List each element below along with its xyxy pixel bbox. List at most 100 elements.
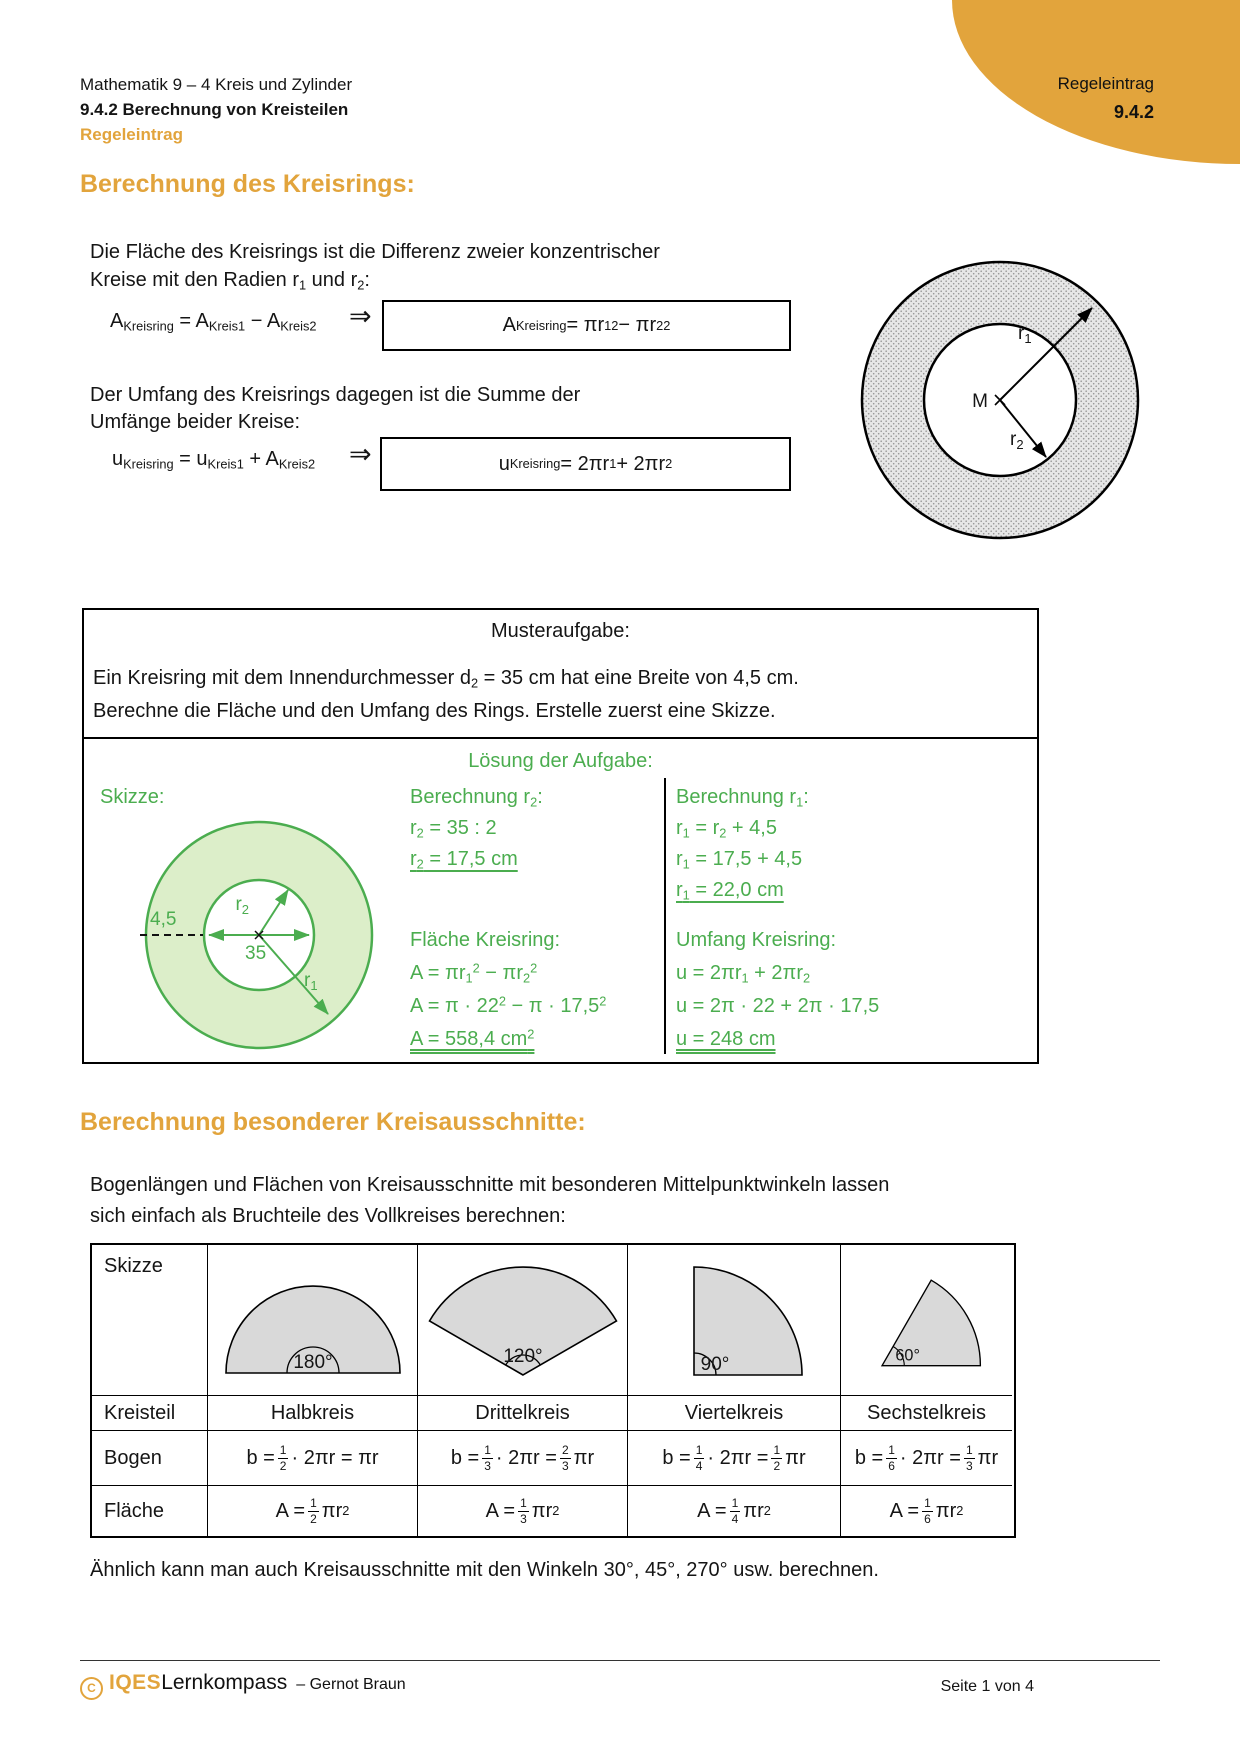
column-separator [664,778,666,1054]
solution-col-r1: Berechnung r1: r1 = r2 + 4,5 r1 = 17,5 +… [676,782,809,906]
table-row-label: Skizze [104,1255,163,1277]
ring-width-label: 4,5 [150,909,176,930]
formula-area-box: A Kreisring = πr 1 2 − πr 2 2 [382,300,791,351]
sector-sketch-drittelkreis: 120° [417,1245,627,1395]
solution-result: u = 248 cm [676,1028,776,1050]
center-marker [994,394,1006,406]
footer-brand-lernkompass: Lernkompass [161,1671,288,1694]
section2-paragraph: Bogenlängen und Flächen von Kreisausschn… [90,1170,889,1232]
formula-umfang-left: uKreisring = uKreis1 + AKreis2 [112,448,316,472]
halbkreis-drawing: 180° [224,1285,401,1374]
r1-label: r1 [1018,323,1032,346]
solution-result: r1 = 22,0 cm [676,879,784,903]
box-divider [84,737,1037,739]
r2-label: r2 [1010,429,1024,452]
paragraph-line: Der Umfang des Kreisrings dagegen ist di… [90,384,581,406]
footer-author: – Gernot Braun [296,1676,406,1693]
center-label: M [972,391,988,412]
solution-line: r1 = r2 + 4,5 [676,817,777,841]
sector-sketch-sechstelkreis: 60° [840,1245,1012,1395]
corner-badge-number: 9.4.2 [1113,102,1154,122]
r1-arrow [999,307,1093,401]
corner-badge: Regeleintrag 9.4.2 [1058,74,1154,123]
footer-rule [80,1660,1160,1661]
formula-area-left: AKreisring = AKreis1 − AKreis2 [110,310,317,334]
solution-line: Fläche Kreisring: [410,929,561,951]
kreisring-sketch: 4,5 35 r2 r1 [140,820,374,1050]
section2-note: Ähnlich kann man auch Kreisausschnitte m… [90,1559,879,1581]
sketch-label: Skizze: [100,786,165,808]
section1-paragraph2: Der Umfang des Kreisrings dagegen ist di… [90,382,580,436]
corner-badge-label: Regeleintrag [1057,74,1154,93]
sketch-r2-label: r2 [235,894,249,917]
solution-line: A = πr12 − πr22 [410,960,538,986]
solution-result: r2 = 17,5 cm [410,848,518,872]
table-row-label: Kreisteil [92,1395,207,1430]
footer-brand-iqes: IQES [109,1671,162,1694]
sechstelkreis-drawing: 60° [880,1279,982,1367]
solution-line: u = 2πr1 + 2πr2 [676,962,811,986]
sector-sketch-viertelkreis: 90° [627,1245,840,1395]
kreisteil-name: Drittelkreis [417,1395,627,1430]
kreisteil-name: Sechstelkreis [840,1395,1012,1430]
solution-line: Umfang Kreisring: [676,929,837,951]
header-topic: 9.4.2 Berechnung von Kreisteilen [80,100,349,119]
page-indicator: Seite 1 von 4 [940,1678,1034,1695]
copyright-icon: C [80,1676,103,1700]
solution-line: Berechnung r1: [676,786,809,810]
table-row-label: Bogen [92,1430,207,1485]
solution-line: Berechnung r2: [410,786,543,810]
footer: C IQES Lernkompass – Gernot Braun [80,1671,406,1700]
implies-arrow-icon: ⇒ [349,439,372,469]
kreisteile-table: Skizze 180° 120° 90° [90,1243,1016,1538]
solution-line: u = 2π · 22 + 2π · 17,5 [676,995,880,1017]
paragraph-line: Die Fläche des Kreisrings ist die Differ… [90,241,660,263]
angle-label: 90° [701,1354,730,1375]
muster-task: Ein Kreisring mit dem Innendurchmesser d… [93,662,799,728]
sketch-center-marker [254,930,264,940]
paragraph-line: Bogenlängen und Flächen von Kreisausschn… [90,1174,890,1196]
header-type: Regeleintrag [80,125,183,144]
solution-line: r1 = 17,5 + 4,5 [676,848,803,872]
angle-label: 60° [895,1347,920,1365]
paragraph-line: Umfänge beider Kreise: [90,411,301,433]
kreisteil-name: Viertelkreis [627,1395,840,1430]
diameter-label: 35 [245,943,266,964]
implies-arrow-icon: ⇒ [349,301,372,331]
sketch-r1-arrow [258,934,329,1015]
viertelkreis-drawing: 90° [693,1266,803,1376]
solution-col-r2: Berechnung r2: r2 = 35 : 2 r2 = 17,5 cm [410,782,543,875]
paragraph-line: Kreise mit den Radien r1 und r2: [90,269,370,293]
task-line: Ein Kreisring mit dem Innendurchmesser d… [93,667,799,691]
document-header: Mathematik 9 – 4 Kreis und Zylinder 9.4.… [80,72,352,147]
solution-line: r2 = 35 : 2 [410,817,497,841]
paragraph-line: sich einfach als Bruchteile des Vollkrei… [90,1205,566,1227]
kreisring-diagram: M r1 r2 [860,260,1140,540]
section1-paragraph1: Die Fläche des Kreisrings ist die Differ… [90,238,660,294]
sketch-r2-arrow [258,889,289,936]
muster-title: Musteraufgabe: [491,620,630,642]
solution-line: A = π · 222 − π · 17,52 [410,993,607,1017]
kreisteil-name: Halbkreis [207,1395,417,1430]
solution-result: A = 558,4 cm2 [410,1026,535,1050]
section2-title: Berechnung besonderer Kreisausschnitte: [80,1108,586,1136]
angle-label: 120° [503,1346,542,1367]
angle-label: 180° [293,1352,332,1373]
musteraufgabe-box: Musteraufgabe: Ein Kreisring mit dem Inn… [82,608,1039,1064]
formula-umfang-box: u Kreisring = 2πr 1 + 2πr 2 [380,437,791,491]
r2-arrow [999,399,1047,458]
solution-col-umfang: Umfang Kreisring: u = 2πr1 + 2πr2 u = 2π… [676,924,879,1056]
solution-col-flaeche: Fläche Kreisring: A = πr12 − πr22 A = π … [410,924,606,1056]
sector-sketch-halbkreis: 180° [207,1245,417,1395]
sketch-r1-label: r1 [304,970,318,993]
task-line: Berechne die Fläche und den Umfang des R… [93,700,776,722]
solution-title: Lösung der Aufgabe: [468,750,653,772]
